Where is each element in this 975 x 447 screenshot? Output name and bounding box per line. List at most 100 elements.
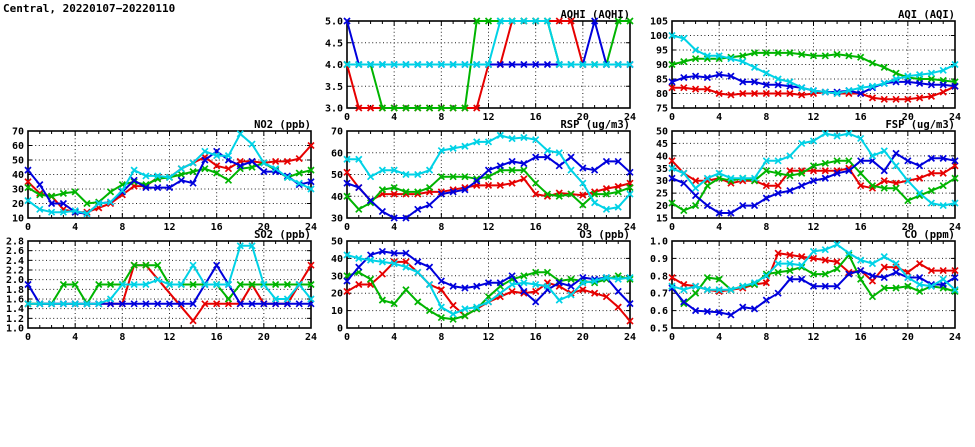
- series-green-markers: [668, 251, 959, 308]
- x-tick-label: 12: [807, 112, 819, 123]
- y-tick-label: 75: [656, 104, 668, 115]
- y-tick-label: 70: [12, 127, 24, 138]
- x-tick-label: 12: [482, 332, 494, 343]
- y-tick-label: 0.9: [650, 254, 668, 265]
- x-tick-label: 16: [855, 222, 867, 233]
- plot-border: [346, 130, 631, 219]
- chart-aqhi: 3.0 3.5 4.0 4.5 5.0 0 4 8 12 16 20 24 AQHI (AQHI): [325, 9, 636, 123]
- y-tick-label: 30: [331, 271, 343, 282]
- y-tick-label: 60: [331, 148, 343, 159]
- x-tick-labels: 0 4 8 12 16 20 24: [669, 112, 961, 123]
- chart-title-so2: SO2 (ppb): [254, 229, 311, 241]
- y-tick-labels: 0.5 0.6 0.7 0.8 0.9 1.0: [650, 237, 668, 335]
- series-cyan-markers: [668, 129, 959, 210]
- y-tick-label: 40: [331, 254, 343, 265]
- y-tick-label: 10: [331, 306, 343, 317]
- plot-border: [671, 130, 956, 219]
- x-tick-labels: 0 4 8 12 16 20 24: [25, 332, 317, 343]
- x-tick-label: 8: [119, 332, 125, 343]
- x-tick-label: 20: [902, 112, 914, 123]
- x-tick-label: 0: [344, 222, 350, 233]
- x-tick-label: 24: [949, 112, 961, 123]
- y-tick-label: 90: [656, 60, 668, 71]
- y-tick-labels: 75 80 85 90 95 100 105: [650, 17, 668, 115]
- y-tick-label: 3.5: [325, 82, 343, 93]
- y-tick-label: 1.0: [650, 237, 668, 248]
- grid: [28, 131, 311, 218]
- y-tick-label: 50: [331, 237, 343, 248]
- series-cyan-markers: [343, 131, 634, 213]
- page-title: Central, 20220107−20220110: [3, 2, 176, 15]
- series-blue-markers: [668, 149, 959, 217]
- x-tick-label: 0: [669, 332, 675, 343]
- x-tick-label: 12: [807, 332, 819, 343]
- x-tick-labels: 0 4 8 12 16 20 24: [669, 332, 961, 343]
- x-tick-label: 8: [119, 222, 125, 233]
- grid: [347, 131, 630, 218]
- x-tick-label: 20: [902, 222, 914, 233]
- y-tick-labels: 0 10 20 30 40 50: [331, 237, 343, 335]
- y-tick-label: 40: [656, 151, 668, 162]
- y-tick-label: 2.2: [6, 266, 24, 277]
- y-tick-label: 2.4: [6, 256, 24, 267]
- x-tick-label: 0: [669, 112, 675, 123]
- y-tick-label: 0.6: [650, 306, 668, 317]
- y-tick-label: 1.0: [6, 324, 24, 335]
- series-green-markers: [668, 157, 959, 215]
- x-tick-labels: 0 4 8 12 16 20 24: [344, 222, 636, 233]
- chart-title-co: CO (ppm): [904, 229, 955, 241]
- y-tick-label: 1.8: [6, 285, 24, 296]
- y-tick-labels: 30 40 50 60 70: [331, 127, 343, 225]
- x-tick-label: 24: [624, 112, 636, 123]
- x-tick-label: 4: [72, 222, 78, 233]
- series-blue-line: [671, 152, 956, 214]
- y-tick-label: 70: [331, 127, 343, 138]
- y-tick-label: 30: [656, 176, 668, 187]
- x-tick-label: 16: [855, 112, 867, 123]
- y-tick-label: 30: [12, 185, 24, 196]
- series-red-markers: [668, 157, 959, 192]
- y-tick-label: 50: [656, 127, 668, 138]
- chart-title-o3: O3 (ppb): [579, 229, 630, 241]
- x-tick-label: 0: [344, 112, 350, 123]
- y-tick-label: 40: [331, 192, 343, 203]
- x-tick-label: 20: [577, 222, 589, 233]
- y-tick-label: 10: [12, 214, 24, 225]
- y-tick-label: 4.5: [325, 38, 343, 49]
- y-tick-labels: 1.01.21.41.61.82.02.22.42.62.8: [6, 237, 24, 335]
- grid: [347, 241, 630, 328]
- y-tick-label: 20: [331, 289, 343, 300]
- x-tick-label: 16: [530, 222, 542, 233]
- series-cyan-markers: [24, 130, 315, 218]
- x-tick-label: 20: [902, 332, 914, 343]
- y-tick-label: 15: [656, 214, 668, 225]
- chart-co: 0.5 0.6 0.7 0.8 0.9 1.0 0 4 8 12 16 20 24 CO (ppm): [650, 229, 961, 343]
- y-tick-label: 45: [656, 139, 668, 150]
- series-green-markers: [343, 166, 634, 213]
- x-tick-label: 8: [763, 222, 769, 233]
- x-tick-labels: 0 4 8 12 16 20 24: [344, 112, 636, 123]
- x-tick-label: 8: [763, 112, 769, 123]
- chart-aqi: 75 80 85 90 95 100 105 0 4 8 12 16 20 24 AQI (AQI): [650, 9, 961, 123]
- y-tick-label: 50: [12, 156, 24, 167]
- y-tick-label: 0.8: [650, 271, 668, 282]
- x-tick-label: 0: [25, 222, 31, 233]
- x-tick-label: 4: [716, 222, 722, 233]
- series-cyan-line: [671, 132, 956, 207]
- x-tick-label: 4: [391, 332, 397, 343]
- x-tick-label: 4: [72, 332, 78, 343]
- x-tick-label: 16: [530, 112, 542, 123]
- plot-border: [27, 130, 312, 219]
- x-tick-label: 24: [949, 332, 961, 343]
- grid: [672, 241, 955, 328]
- x-tick-label: 0: [344, 332, 350, 343]
- series-green-line: [27, 161, 312, 205]
- y-tick-label: 25: [656, 189, 668, 200]
- y-tick-labels: 3.0 3.5 4.0 4.5 5.0: [325, 17, 343, 115]
- chart-o3: 0 10 20 30 40 50 0 4 8 12 16 20 24 O3 (ppb): [331, 229, 636, 343]
- chart-so2: 1.01.21.41.61.82.02.22.42.62.80 4 8 12 16 20 2…: [6, 229, 317, 343]
- series-cyan-line: [347, 134, 631, 211]
- x-tick-label: 16: [211, 222, 223, 233]
